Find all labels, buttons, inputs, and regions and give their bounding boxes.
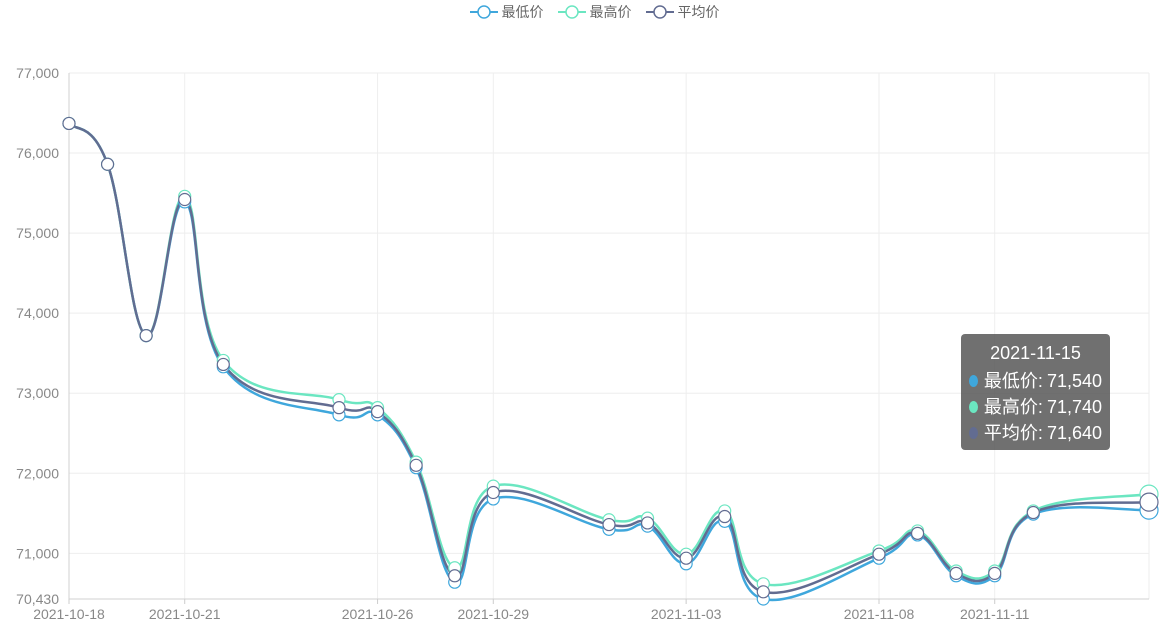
- series-dot-icon: [969, 427, 978, 439]
- tooltip-row-avg: 平均价: 71,640: [969, 420, 1102, 446]
- x-tick-label: 2021-11-03: [651, 606, 722, 622]
- data-point-avg: [679, 551, 693, 565]
- data-point-avg: [409, 458, 423, 472]
- data-point-avg: [178, 192, 192, 207]
- tooltip-value: 71,740: [1046, 397, 1102, 417]
- y-tick-label: 75,000: [16, 225, 59, 241]
- legend-item-low[interactable]: 最低价: [469, 2, 544, 22]
- x-tick-label: 2021-10-21: [149, 606, 221, 622]
- data-point-avg: [370, 405, 385, 419]
- y-tick-label: 76,000: [16, 145, 59, 161]
- tooltip-row-high: 最高价: 71,740: [969, 394, 1102, 420]
- y-tick-label: 72,000: [16, 465, 59, 481]
- legend-label: 最高价: [589, 4, 632, 20]
- data-point-avg: [949, 566, 963, 580]
- tooltip-value: 71,540: [1046, 371, 1102, 391]
- series-dot-icon: [969, 375, 978, 387]
- series-dot-icon: [969, 401, 978, 413]
- data-point-avg: [1139, 492, 1159, 512]
- x-tick-label: 2021-10-26: [342, 606, 414, 622]
- legend-line-circle-icon: [469, 5, 498, 19]
- legend-line-circle-icon: [557, 5, 586, 19]
- legend-item-avg[interactable]: 平均价: [645, 2, 720, 22]
- y-tick-label: 77,000: [16, 65, 59, 81]
- data-point-avg: [602, 517, 616, 532]
- data-point-avg: [640, 516, 655, 530]
- tooltip-value: 71,640: [1046, 423, 1102, 443]
- data-point-avg: [988, 566, 1002, 580]
- x-tick-label: 2021-10-29: [457, 606, 529, 622]
- legend-item-high[interactable]: 最高价: [557, 2, 632, 22]
- data-point-avg: [486, 485, 500, 500]
- data-point-avg: [910, 526, 925, 540]
- tooltip: 2021-11-15 最低价: 71,540 最高价: 71,740 平均价: …: [961, 334, 1110, 450]
- legend-line-circle-icon: [645, 5, 674, 19]
- data-point-avg: [756, 585, 770, 599]
- data-point-avg: [1026, 505, 1040, 520]
- data-point-avg: [332, 401, 346, 415]
- legend-label: 平均价: [677, 4, 720, 20]
- data-point-avg: [718, 509, 732, 524]
- tooltip-date: 2021-11-15: [990, 343, 1081, 363]
- data-point-avg: [62, 116, 76, 131]
- data-point-avg: [216, 357, 230, 372]
- y-tick-label: 70,430: [16, 591, 59, 607]
- tooltip-label: 平均价: [983, 423, 1038, 443]
- chart-legend: 最低价 最高价 平均价: [0, 2, 1173, 22]
- y-tick-label: 74,000: [16, 305, 59, 321]
- tooltip-label: 最高价: [983, 397, 1038, 417]
- legend-label: 最低价: [501, 4, 544, 20]
- tooltip-row-low: 最低价: 71,540: [969, 368, 1102, 394]
- data-point-avg: [100, 157, 115, 171]
- data-point-avg: [872, 547, 886, 561]
- data-point-avg: [139, 328, 153, 343]
- y-tick-label: 71,000: [16, 545, 59, 561]
- data-point-avg: [448, 569, 462, 583]
- x-tick-label: 2021-10-18: [33, 606, 105, 622]
- tooltip-label: 最低价: [983, 371, 1038, 391]
- x-tick-label: 2021-11-11: [960, 606, 1030, 622]
- x-tick-label: 2021-11-08: [844, 606, 915, 622]
- y-tick-label: 73,000: [16, 385, 59, 401]
